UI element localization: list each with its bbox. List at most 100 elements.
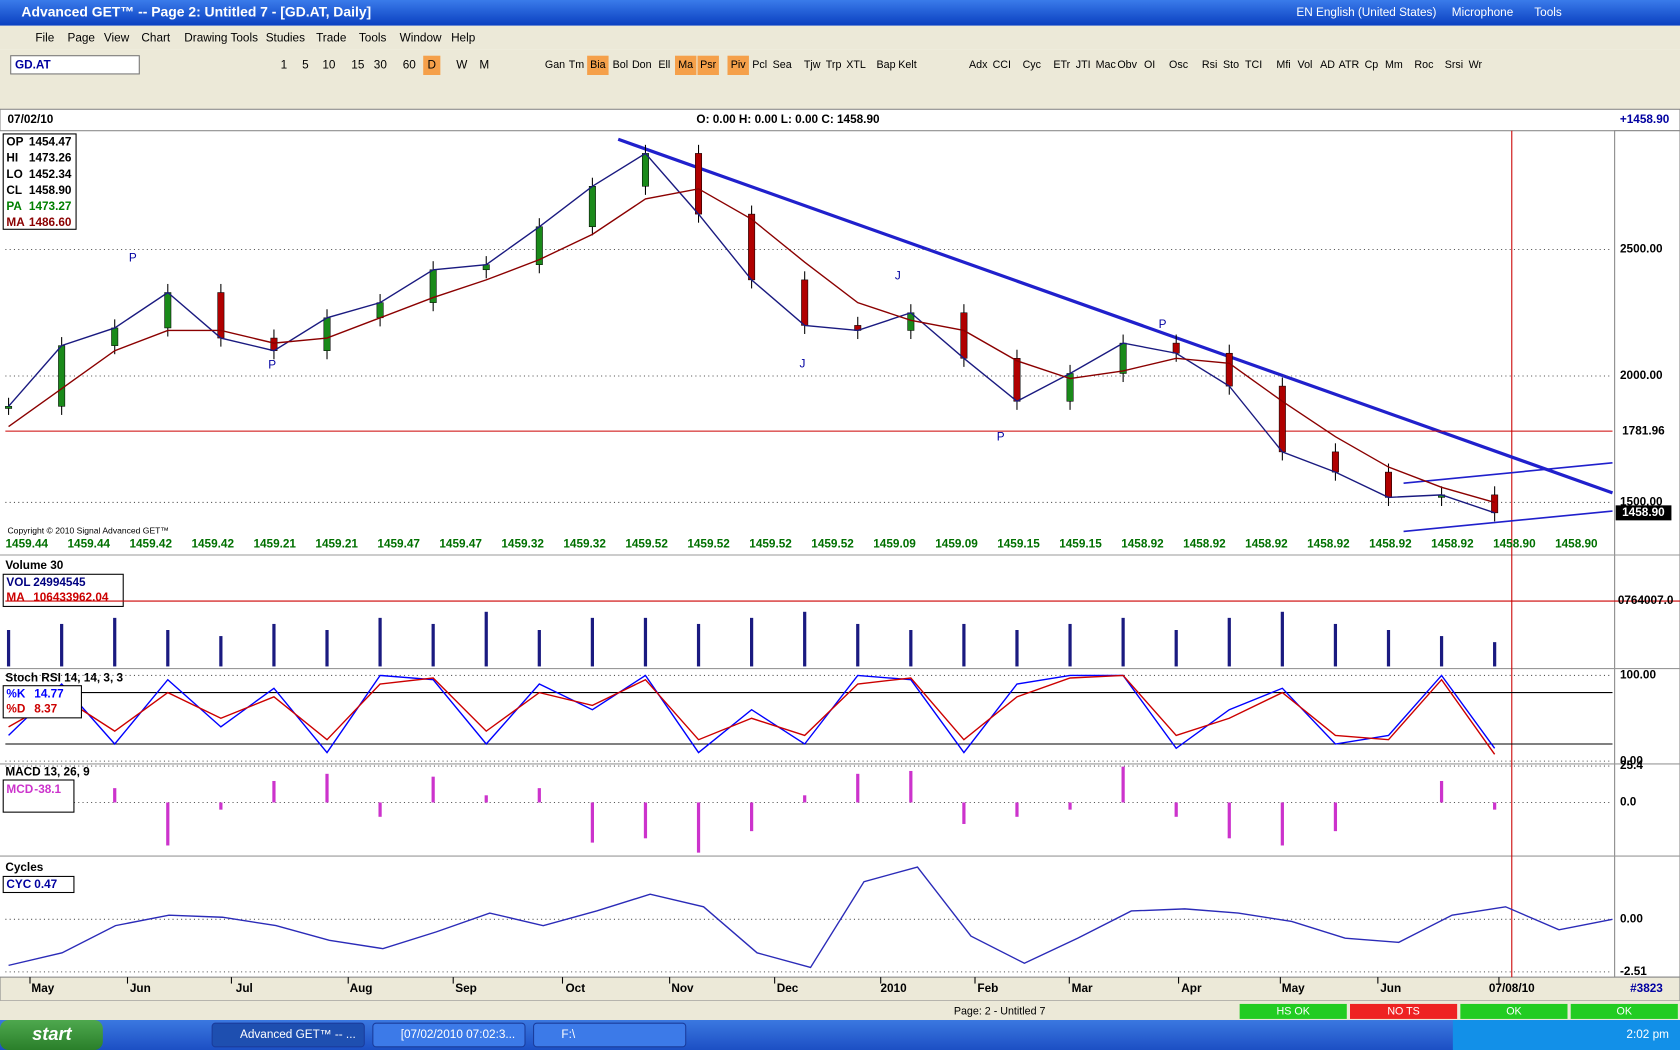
study-button[interactable]: Pcl	[752, 59, 767, 71]
ohlc-readout: O: 0.00 H: 0.00 L: 0.00 C: 1458.90	[696, 113, 880, 126]
study-button[interactable]: AD	[1320, 59, 1335, 71]
status-text: OK	[1506, 1005, 1522, 1017]
bar-value: 1459.44	[6, 537, 49, 550]
task-label[interactable]: Advanced GET™ -- ...	[240, 1028, 356, 1041]
volume-bar	[644, 618, 647, 667]
study-button[interactable]: Bap	[877, 59, 896, 71]
bar-value: 1459.44	[68, 537, 111, 550]
volume-bar	[1015, 630, 1018, 666]
candle	[1332, 452, 1338, 472]
language[interactable]: EN English (United States)	[1296, 6, 1436, 19]
macd-bar	[803, 795, 806, 802]
bar-value: 1458.92	[1121, 537, 1164, 550]
start-text[interactable]: start	[32, 1024, 72, 1044]
interval-button[interactable]: 30	[374, 58, 388, 71]
legend-name: CYC	[6, 878, 31, 891]
study-button[interactable]: Piv	[731, 59, 747, 71]
tools[interactable]: Tools	[1534, 6, 1562, 19]
study-button[interactable]: OI	[1144, 59, 1155, 71]
study-button[interactable]: JTI	[1076, 59, 1091, 71]
study-button[interactable]: Obv	[1117, 59, 1137, 71]
study-button[interactable]: Mac	[1096, 59, 1117, 71]
study-button[interactable]: Wr	[1469, 59, 1483, 71]
pattern-marker: P	[997, 430, 1005, 443]
study-button[interactable]: Vol	[1298, 59, 1313, 71]
bar-value: 1459.21	[253, 537, 296, 550]
menu-item[interactable]: Window	[400, 32, 442, 45]
study-button[interactable]: Bol	[613, 59, 628, 71]
microphone[interactable]: Microphone	[1452, 6, 1514, 19]
menu-item[interactable]: Help	[451, 32, 476, 45]
volume-bar	[7, 630, 10, 666]
study-button[interactable]: TCI	[1245, 59, 1262, 71]
study-button[interactable]: Adx	[969, 59, 988, 71]
study-button[interactable]: Sto	[1223, 59, 1239, 71]
task-label[interactable]: [07/02/2010 07:02:3...	[401, 1028, 515, 1041]
y-tick-label: 25.4	[1620, 759, 1643, 772]
task-button[interactable]	[534, 1023, 686, 1047]
bar-value: 1459.32	[501, 537, 544, 550]
study-button[interactable]: Don	[632, 59, 652, 71]
candle	[1385, 472, 1391, 497]
study-button[interactable]: Tm	[569, 59, 585, 71]
interval-button[interactable]: D	[428, 58, 437, 71]
study-button[interactable]: Gan	[545, 59, 565, 71]
study-button[interactable]: Cp	[1365, 59, 1379, 71]
study-button[interactable]: Tjw	[804, 59, 821, 71]
legend-value: 1473.27	[29, 200, 72, 213]
cycle-line	[9, 867, 1613, 967]
time-label: 2010	[880, 982, 907, 995]
interval-button[interactable]: 5	[302, 58, 309, 71]
symbol[interactable]: GD.AT	[15, 58, 52, 71]
study-button[interactable]: Ma	[678, 59, 693, 71]
study-button[interactable]: Mm	[1385, 59, 1403, 71]
study-button[interactable]: ETr	[1053, 59, 1070, 71]
study-button[interactable]: CCI	[993, 59, 1011, 71]
candle	[1173, 343, 1179, 353]
bar-value: 1459.52	[811, 537, 854, 550]
time-label: Feb	[977, 982, 998, 995]
study-button[interactable]: XTL	[846, 59, 866, 71]
menu-item[interactable]: View	[104, 32, 130, 45]
study-button[interactable]: Trp	[826, 59, 842, 71]
candle	[801, 280, 807, 326]
study-button[interactable]: Bia	[590, 59, 606, 71]
study-button[interactable]: Srsi	[1445, 59, 1463, 71]
menu-item[interactable]: Studies	[266, 32, 305, 45]
interval-button[interactable]: 1	[281, 58, 288, 71]
study-button[interactable]: ATR	[1339, 59, 1360, 71]
menu-item[interactable]: File	[35, 32, 54, 45]
info-value: 1473.26	[29, 152, 72, 165]
study-button[interactable]: Psr	[700, 59, 716, 71]
menu-item[interactable]: Drawing Tools	[184, 32, 258, 45]
macd-bar	[962, 802, 965, 823]
study-button[interactable]: Roc	[1414, 59, 1434, 71]
interval-button[interactable]: 60	[403, 58, 417, 71]
menu-item[interactable]: Chart	[141, 32, 171, 45]
right-label: 0764007.0	[1618, 594, 1674, 607]
study-button[interactable]: Sea	[773, 59, 792, 71]
menu-item[interactable]: Trade	[316, 32, 347, 45]
menu-item[interactable]: Tools	[359, 32, 387, 45]
macd-bar	[1068, 802, 1071, 809]
volume-bar	[219, 636, 222, 666]
study-button[interactable]: Cyc	[1023, 59, 1042, 71]
study-button[interactable]: Mfi	[1276, 59, 1290, 71]
bar-value: 1458.92	[1183, 537, 1226, 550]
volume-bar	[803, 612, 806, 667]
interval-button[interactable]: 10	[322, 58, 336, 71]
clock: 2:02 pm	[1626, 1028, 1669, 1041]
interval-button[interactable]: M	[479, 58, 489, 71]
interval-button[interactable]: W	[456, 58, 468, 71]
bar-value: 1459.42	[191, 537, 234, 550]
study-button[interactable]: Ell	[658, 59, 670, 71]
candle	[377, 303, 383, 318]
interval-button[interactable]: 15	[351, 58, 365, 71]
time-label: Nov	[671, 982, 694, 995]
macd-bar	[1175, 802, 1178, 816]
study-button[interactable]: Osc	[1169, 59, 1189, 71]
menu-item[interactable]: Page	[68, 32, 96, 45]
task-label[interactable]: F:\	[561, 1028, 575, 1041]
study-button[interactable]: Kelt	[898, 59, 916, 71]
study-button[interactable]: Rsi	[1202, 59, 1217, 71]
